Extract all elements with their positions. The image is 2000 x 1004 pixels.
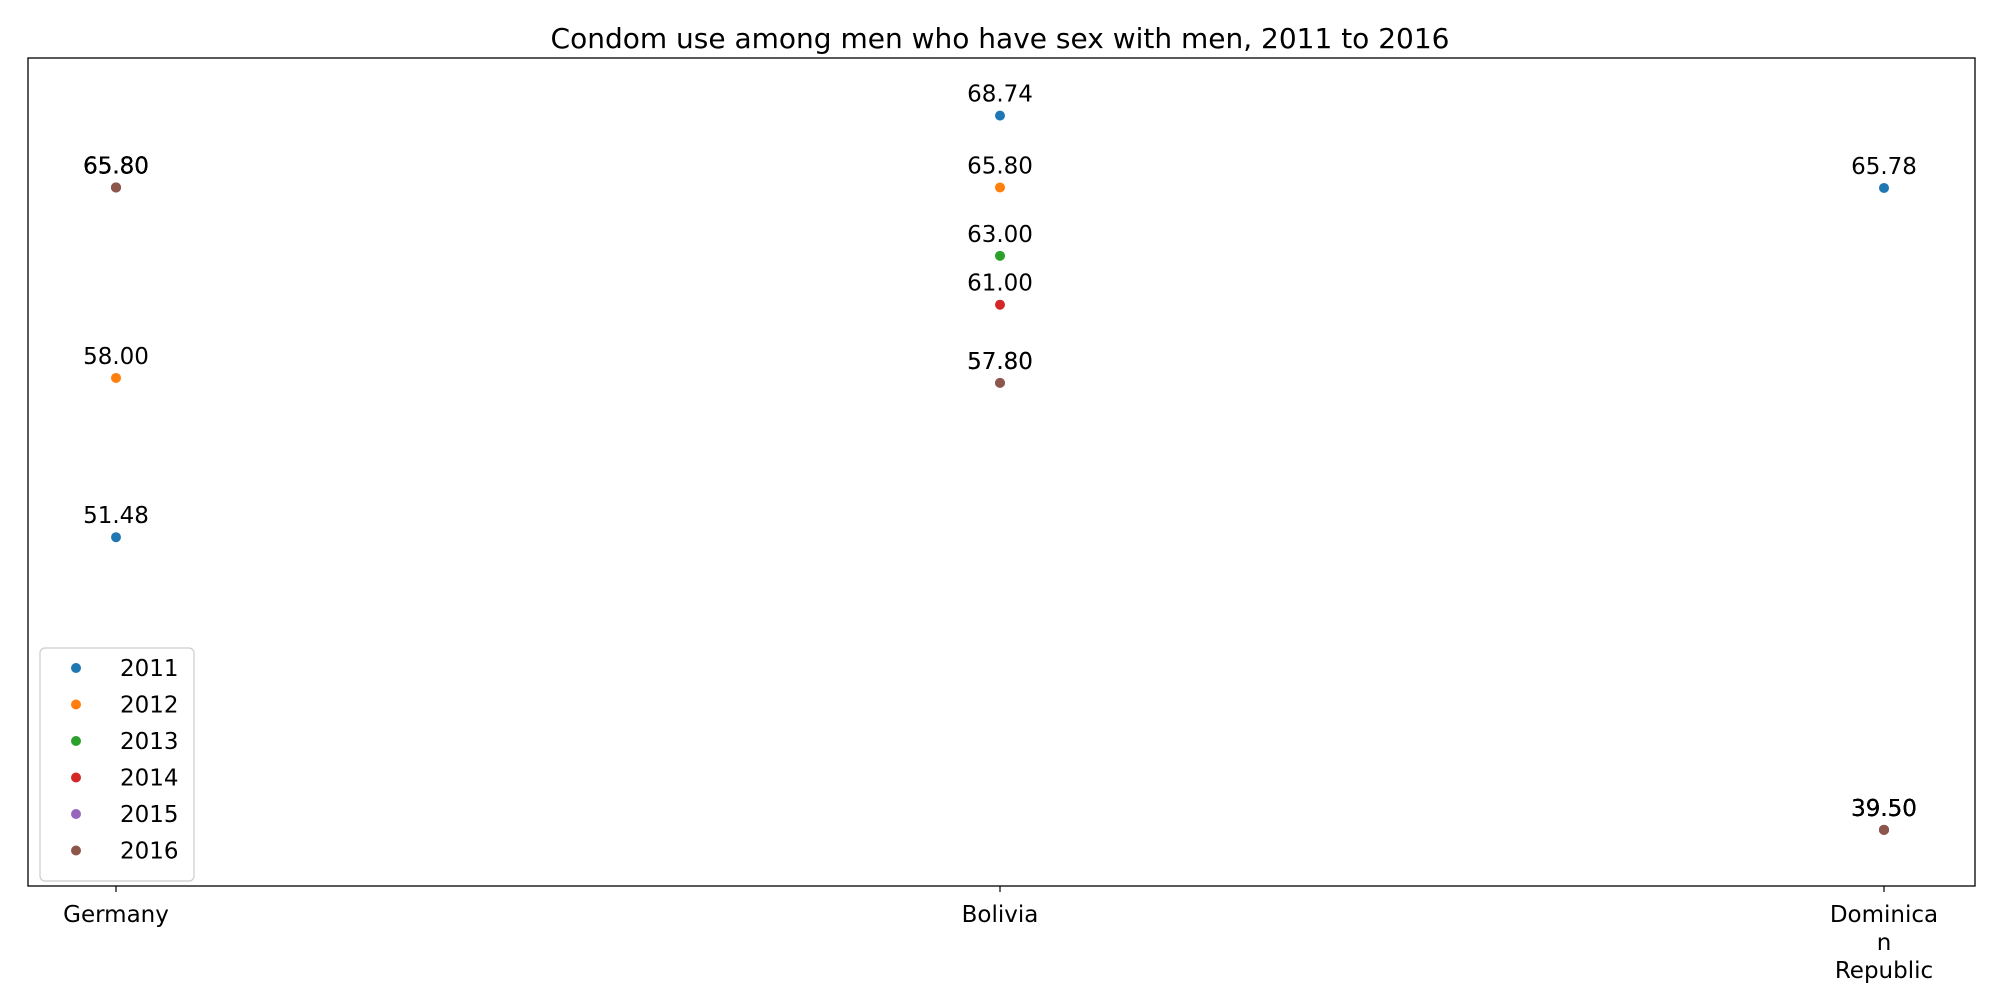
data-point-2011-bolivia <box>995 110 1005 121</box>
data-points <box>111 110 1889 835</box>
data-label: 65.80 <box>83 153 149 179</box>
data-point-2014-bolivia <box>995 299 1005 310</box>
data-label: 65.80 <box>967 153 1033 179</box>
legend-label: 2012 <box>120 693 179 719</box>
legend-marker <box>71 809 81 819</box>
plot-frame <box>27 57 1976 887</box>
legend-label: 2014 <box>120 766 179 792</box>
x-tick-label: Dominica <box>1830 902 1938 928</box>
x-tick-label: Bolivia <box>962 902 1039 928</box>
legend-label: 2011 <box>120 656 179 682</box>
data-point-2012-germany <box>111 372 121 383</box>
data-label: 39.50 <box>1851 796 1917 822</box>
data-point-2012-bolivia <box>995 182 1005 193</box>
data-label: 39.50 <box>1851 796 1917 822</box>
legend-label: 2013 <box>120 729 179 755</box>
chart-title: Condom use among men who have sex with m… <box>551 22 1450 55</box>
legend-marker <box>71 736 81 746</box>
data-point-2011-dominican-republic <box>1879 182 1889 193</box>
x-tick-label: n <box>1877 930 1892 956</box>
x-tick-label: Germany <box>63 902 169 928</box>
data-label: 39.50 <box>1851 796 1917 822</box>
data-point-2016-dominican-republic <box>1879 824 1889 835</box>
data-label: 65.80 <box>83 153 149 179</box>
data-label: 65.80 <box>83 153 149 179</box>
data-label: 63.00 <box>967 222 1033 248</box>
data-label: 68.74 <box>967 82 1033 108</box>
data-point-2011-germany <box>111 532 121 543</box>
data-labels: 51.48 68.74 65.78 58.00 65.80 39.50 65.80 63.00… <box>83 82 1917 822</box>
legend: 2011 2012 2013 2014 2015 2016 <box>39 647 195 882</box>
data-label: 61.00 <box>967 271 1033 297</box>
data-point-2016-bolivia <box>995 377 1005 388</box>
x-tick-label: Republic <box>1835 958 1933 984</box>
data-label: 57.80 <box>967 349 1033 375</box>
data-label: 65.80 <box>83 153 149 179</box>
legend-marker <box>71 663 81 673</box>
legend-label: 2015 <box>120 802 179 828</box>
data-label: 65.78 <box>1851 154 1917 180</box>
legend-marker <box>71 845 81 856</box>
legend-marker <box>71 699 81 710</box>
legend-marker <box>71 772 81 783</box>
data-label: 58.00 <box>83 344 149 370</box>
data-point-2016-germany <box>111 182 121 193</box>
data-label: 39.50 <box>1851 796 1917 822</box>
data-point-2013-bolivia <box>995 250 1005 261</box>
data-label: 39.50 <box>1851 796 1917 822</box>
legend-label: 2016 <box>120 839 179 865</box>
data-label: 57.80 <box>967 349 1033 375</box>
data-label: 51.48 <box>83 503 149 529</box>
